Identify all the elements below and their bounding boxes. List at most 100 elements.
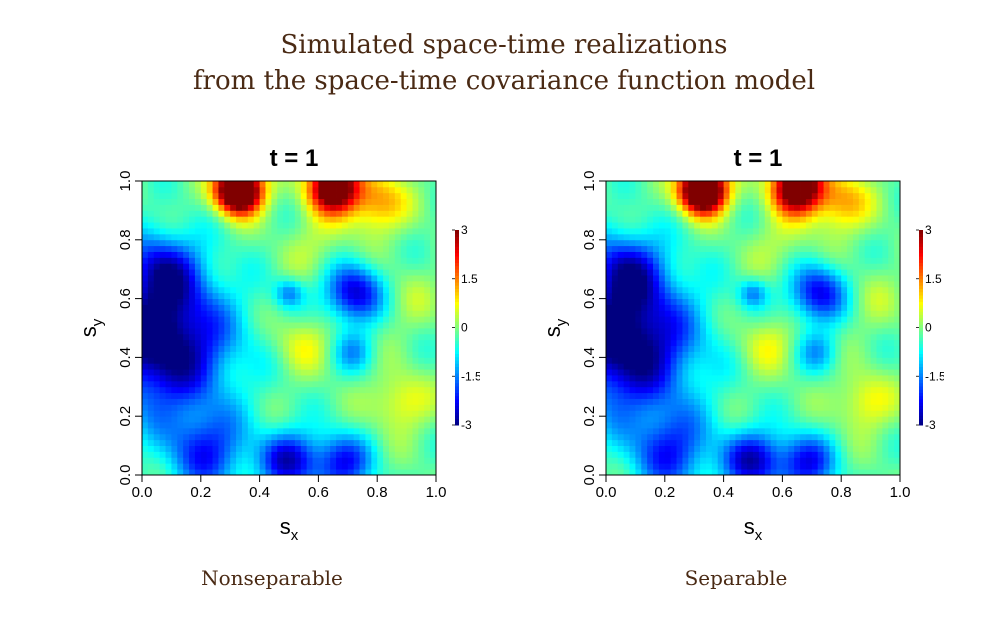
heatmap-cell [623,192,630,200]
heatmap-cell [723,427,730,435]
heatmap-cell [418,210,425,217]
heatmap-cell [735,298,742,305]
heatmap-cell [841,239,848,247]
heatmap-cell [694,451,701,458]
heatmap-cell [764,457,772,464]
heatmap-cell [894,392,901,399]
heatmap-cell [705,204,713,211]
heatmap-cell [259,263,266,270]
heatmap-cell [658,216,666,223]
heatmap-cell [858,298,866,305]
heatmap-cell [218,392,225,399]
heatmap-cell [641,251,648,258]
heatmap-cell [658,286,666,294]
heatmap-cell [418,316,425,323]
heatmap-cell [688,204,695,211]
colorbar-segment [455,421,459,426]
heatmap-cell [764,357,772,364]
heatmap-cell [658,398,666,405]
heatmap-cell [770,245,777,252]
heatmap-cell [811,216,819,223]
heatmap-cell [782,263,789,270]
heatmap-cell [823,439,830,446]
heatmap-cell [371,457,378,464]
heatmap-cell [847,198,854,205]
heatmap-cell [265,439,272,446]
heatmap-cell [817,269,824,276]
heatmap-cell [177,304,184,311]
heatmap-cell [271,257,278,264]
heatmap-cell [741,216,748,223]
heatmap-cell [324,298,331,305]
heatmap-cell [788,363,795,370]
heatmap-cell [377,322,384,329]
heatmap-cell [741,322,748,329]
heatmap-cell [735,369,742,376]
heatmap-cell [218,333,225,341]
heatmap-cell [177,210,184,217]
heatmap-cell [852,369,860,376]
heatmap-cell [700,316,707,323]
heatmap-cell [705,239,713,247]
heatmap-cell [794,463,801,470]
heatmap-cell [658,198,666,205]
heatmap-cell [359,181,366,188]
heatmap-cell [788,416,795,423]
heatmap-cell [165,239,172,247]
heatmap-cell [300,410,308,417]
heatmap-cell [206,410,213,417]
heatmap-cell [159,398,166,405]
heatmap-cell [147,369,155,376]
heatmap-cell [870,328,877,335]
heatmap-cell [300,369,308,376]
heatmap-cell [717,451,724,458]
heatmap-cell [171,345,178,352]
heatmap-cell [729,469,736,476]
heatmap-cell [717,357,724,364]
heatmap-cell [283,445,290,452]
heatmap-cell [670,310,677,317]
heatmap-cell [318,386,325,394]
heatmap-cell [606,245,613,252]
heatmap-cell [811,339,819,347]
heatmap-cell [817,292,824,299]
heatmap-cell [811,433,819,441]
heatmap-cell [653,433,660,441]
heatmap-cell [676,404,683,411]
heatmap-cell [629,469,636,476]
heatmap-cell [406,427,413,435]
heatmap-cell [371,228,378,235]
heatmap-cell [606,263,613,270]
heatmap-cell [177,222,184,229]
heatmap-cell [664,280,672,288]
heatmap-cell [700,263,707,270]
heatmap-cell [294,333,302,341]
heatmap-cell [341,233,349,241]
heatmap-cell [694,269,701,276]
heatmap-cell [711,322,719,329]
heatmap-cell [782,375,789,382]
heatmap-cell [717,457,724,464]
heatmap-cell [236,369,243,376]
heatmap-cell [694,433,701,441]
heatmap-cell [800,345,807,352]
heatmap-cell [770,392,777,399]
heatmap-cell [177,186,184,194]
heatmap-cell [300,186,308,194]
heatmap-cell [189,416,196,423]
heatmap-cell [394,239,402,247]
heatmap-cell [400,422,407,429]
heatmap-cell [794,369,801,376]
heatmap-cell [212,186,219,194]
heatmap-cell [741,410,748,417]
heatmap-cell [817,233,824,241]
heatmap-cell [230,222,237,229]
heatmap-cell [347,357,355,364]
heatmap-cell [312,328,319,335]
heatmap-cell [424,222,431,229]
heatmap-cell [271,445,278,452]
heatmap-cell [700,463,707,470]
heatmap-cell [870,216,877,223]
heatmap-cell [805,451,813,458]
heatmap-cell [365,451,372,458]
